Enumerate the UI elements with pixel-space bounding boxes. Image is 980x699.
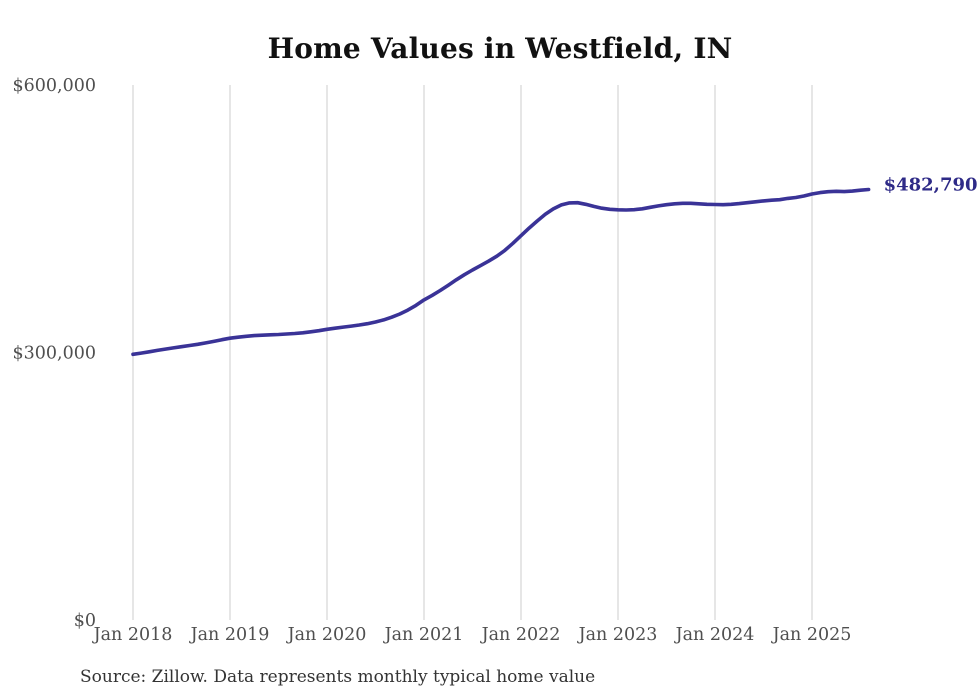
y-tick-label: $300,000 [12, 344, 96, 364]
x-tick-label: Jan 2024 [674, 625, 755, 645]
x-tick-label: Jan 2023 [577, 625, 658, 645]
chart-title: Home Values in Westfield, IN [267, 32, 733, 65]
x-tick-label: Jan 2020 [286, 625, 367, 645]
x-tick-label: Jan 2025 [771, 625, 852, 645]
value-line [131, 187, 871, 357]
x-tick-label: Jan 2022 [480, 625, 561, 645]
x-tick-label: Jan 2021 [383, 625, 464, 645]
source-note: Source: Zillow. Data represents monthly … [80, 667, 596, 687]
y-tick-label: $0 [74, 611, 96, 631]
x-tick-label: Jan 2019 [189, 625, 270, 645]
end-value-label: $482,790 [884, 175, 978, 196]
x-tick-label: Jan 2018 [92, 625, 173, 645]
y-tick-label: $600,000 [12, 76, 96, 96]
